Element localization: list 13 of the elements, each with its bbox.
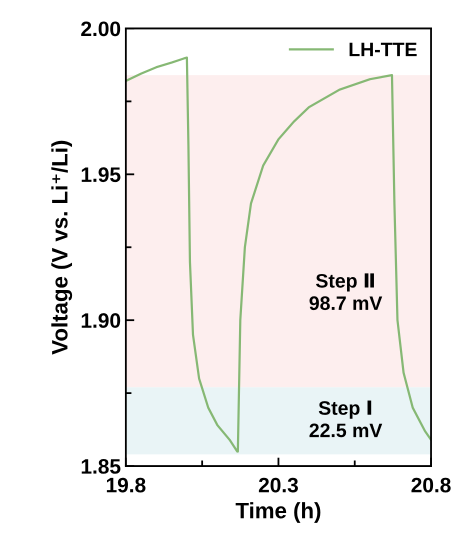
y-axis-title: Voltage (V vs. Li⁺/Li): [51, 140, 72, 355]
y-tick-label: 1.90: [82, 313, 120, 328]
band-label: Step Ⅰ 22.5 mV: [310, 400, 382, 438]
legend-label: LH-TTE: [350, 42, 417, 56]
line-series: [126, 56, 432, 453]
x-axis-title: Time (h): [236, 502, 320, 523]
y-tick-label: 1.85: [82, 459, 120, 474]
x-tick-label: 19.8: [106, 478, 146, 492]
y-tick-label: 2.00: [81, 21, 120, 36]
y-tick-label: 1.95: [82, 167, 120, 182]
x-tick-label: 20.8: [411, 478, 451, 492]
band-label: Step Ⅱ 98.7 mV: [310, 273, 382, 310]
x-tick-label: 20.3: [258, 478, 298, 492]
